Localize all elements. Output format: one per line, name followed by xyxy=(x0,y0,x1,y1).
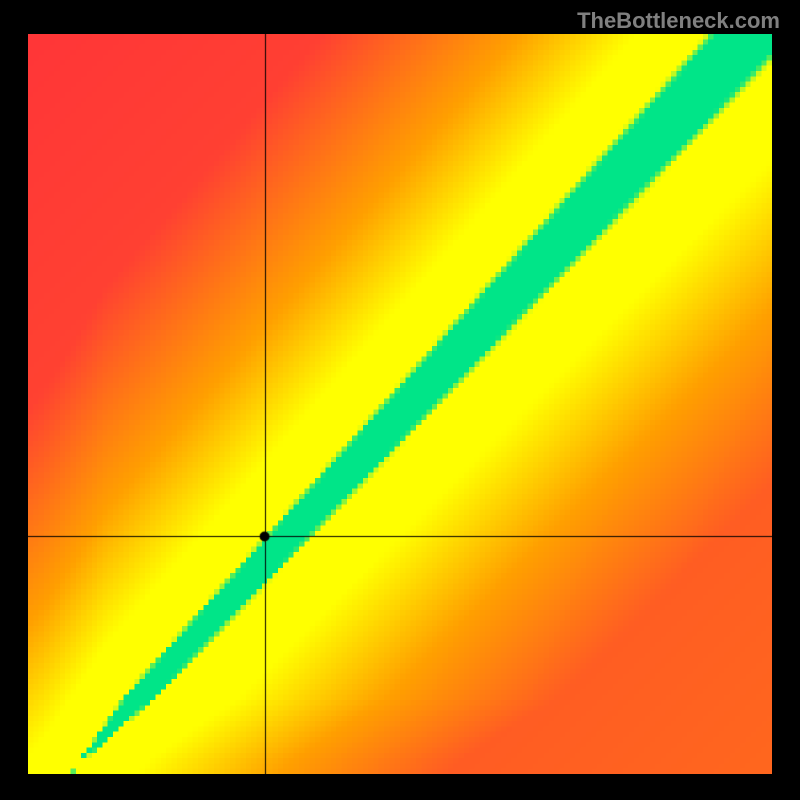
plot-area xyxy=(28,34,772,774)
watermark-text: TheBottleneck.com xyxy=(577,8,780,34)
chart-container: TheBottleneck.com xyxy=(0,0,800,800)
crosshair-overlay xyxy=(28,34,772,774)
